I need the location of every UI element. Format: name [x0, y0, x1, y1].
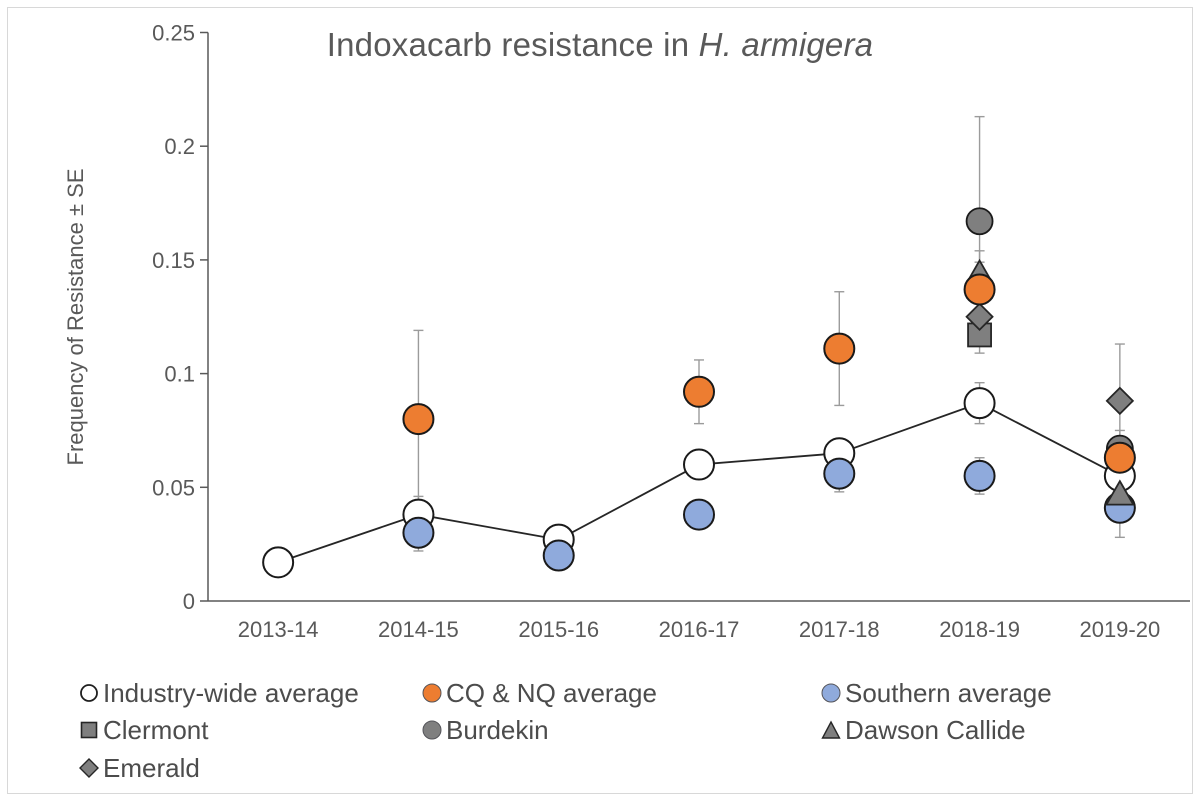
y-tick-label: 0.05 [152, 475, 195, 500]
chart-title-text: Indoxacarb resistance in [326, 26, 699, 63]
legend-item-southern-average: Southern average [820, 678, 1052, 708]
marker-emerald-2018-19 [965, 302, 994, 332]
legend-triangle-icon [821, 720, 841, 739]
x-tick-label: 2019-20 [1079, 617, 1160, 642]
legend-label: CQ & NQ average [446, 677, 657, 708]
marker-burdekin-2018-19 [965, 207, 994, 236]
legend-circle-icon [422, 683, 442, 703]
x-tick-label: 2016-17 [659, 617, 740, 642]
marker-cq-nq-average-2018-19 [963, 273, 996, 306]
legend-label: Dawson Callide [845, 714, 1026, 745]
legend-item-clermont: Clermont [78, 715, 208, 745]
chart-title-species: H. armigera [698, 26, 874, 63]
legend-label: Clermont [103, 714, 209, 745]
y-tick-label: 0.2 [164, 134, 195, 159]
legend-circle-icon [80, 684, 98, 702]
marker-southern-average-2014-15 [402, 516, 435, 549]
legend-item-burdekin: Burdekin [421, 715, 549, 745]
marker-southern-average-2016-17 [683, 498, 715, 531]
marker-cq-nq-average-2014-15 [402, 403, 435, 436]
legend-circle-icon [821, 683, 841, 703]
legend-label: Southern average [845, 677, 1052, 708]
legend-label: Burdekin [446, 714, 549, 745]
legend-square-icon [80, 721, 98, 739]
legend-circle-icon [422, 720, 442, 740]
legend-label: Industry-wide average [103, 677, 359, 708]
y-tick-label: 0 [183, 589, 195, 614]
marker-industry-wide-average-2016-17 [683, 448, 715, 481]
legend-label: Emerald [103, 752, 200, 783]
legend-item-cq-nq-average: CQ & NQ average [421, 678, 657, 708]
marker-southern-average-2015-16 [542, 539, 575, 572]
y-tick-label: 0.1 [164, 362, 195, 387]
y-tick-label: 0.25 [152, 21, 195, 46]
marker-industry-wide-average-2013-14 [262, 546, 295, 579]
x-tick-label: 2015-16 [518, 617, 599, 642]
legend-item-dawson-callide: Dawson Callide [820, 715, 1026, 745]
marker-dawson-callide-2019-20 [1104, 479, 1135, 506]
x-tick-label: 2013-14 [238, 617, 319, 642]
x-tick-label: 2014-15 [378, 617, 459, 642]
x-tick-label: 2017-18 [799, 617, 880, 642]
chart-title: Indoxacarb resistance in H. armigera [0, 26, 1200, 64]
legend-diamond-icon [79, 758, 99, 778]
marker-cq-nq-average-2019-20 [1103, 441, 1136, 474]
x-tick-label: 2018-19 [939, 617, 1020, 642]
marker-cq-nq-average-2016-17 [683, 375, 715, 408]
marker-industry-wide-average-2018-19 [963, 387, 996, 420]
marker-emerald-2019-20 [1105, 386, 1135, 416]
y-tick-label: 0.15 [152, 248, 195, 273]
legend-item-emerald: Emerald [78, 753, 200, 783]
marker-cq-nq-average-2017-18 [823, 332, 856, 365]
marker-southern-average-2017-18 [823, 457, 856, 490]
legend-item-industry-wide-average: Industry-wide average [78, 678, 359, 708]
marker-southern-average-2018-19 [963, 459, 996, 492]
